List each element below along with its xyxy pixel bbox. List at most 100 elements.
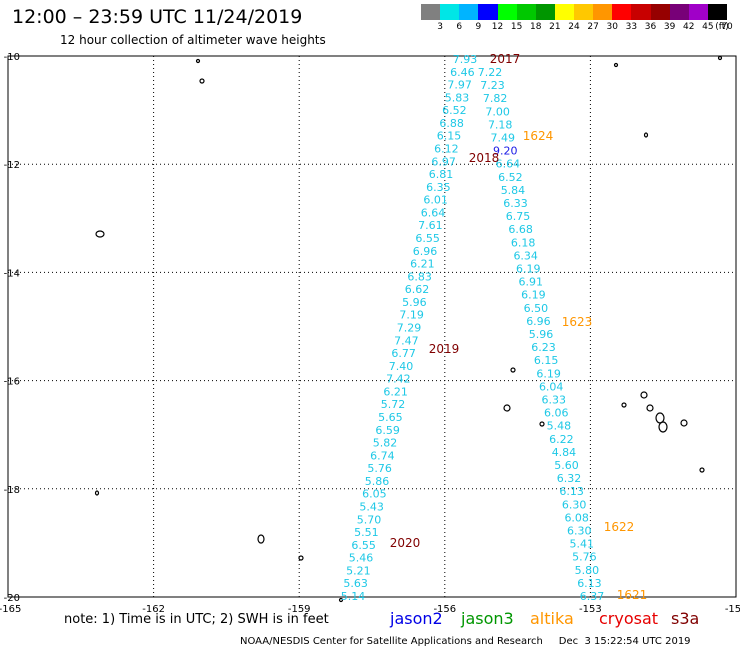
swh-value: 5.76 (572, 551, 597, 564)
legend-swatch (574, 4, 594, 20)
swh-value: 6.46 (450, 66, 475, 79)
swh-value: 6.13 (559, 485, 584, 498)
satellite-name: s3a (671, 609, 700, 628)
swh-value: 6.35 (426, 181, 451, 194)
swh-value: 6.30 (562, 498, 587, 511)
left-track-values: 7.936.467.975.836.526.886.156.126.976.81… (341, 53, 478, 603)
swh-value: 6.01 (423, 194, 448, 207)
swh-value: 6.19 (516, 263, 541, 276)
swh-value: 6.18 (511, 236, 536, 249)
swh-value: 5.63 (343, 577, 368, 590)
swh-value: 7.40 (389, 360, 414, 373)
latitude-label: -16 (4, 377, 20, 388)
swh-value: 5.84 (501, 184, 526, 197)
map-frame (7, 55, 737, 598)
swh-value: 6.32 (557, 472, 582, 485)
legend-swatch (535, 4, 555, 20)
island-outline (199, 78, 205, 84)
pass-time-label: 2018 (469, 151, 500, 165)
island-outline (195, 58, 201, 64)
swh-value: 6.52 (498, 171, 523, 184)
swh-value: 6.08 (564, 511, 589, 524)
pass-time-label: 2020 (390, 536, 421, 550)
swh-value: 5.14 (341, 590, 366, 603)
legend-label: 9 (475, 22, 482, 32)
longitude-label: -159 (288, 604, 311, 615)
island-outline (680, 419, 688, 427)
legend-label: 18 (530, 22, 542, 32)
pass-time-label: 2019 (429, 342, 460, 356)
island-outline (94, 490, 100, 496)
swh-value: 6.97 (431, 155, 456, 168)
swh-value: 6.64 (496, 158, 521, 171)
swh-value: 6.23 (531, 341, 556, 354)
legend-label: 24 (568, 22, 580, 32)
island-outline (95, 230, 105, 238)
swh-value: 6.13 (577, 577, 602, 590)
latitude-label: -10 (4, 52, 20, 63)
swh-value: 6.22 (549, 433, 574, 446)
swh-value: 6.52 (442, 104, 467, 117)
legend-label: 45 (702, 22, 714, 32)
legend-swatch (707, 4, 727, 20)
satellite-name: altika (530, 609, 574, 628)
swh-value: 5.83 (445, 91, 470, 104)
swh-value: 6.62 (405, 283, 430, 296)
legend-label: 3 (437, 22, 443, 32)
credit-line: NOAA/NESDIS Center for Satellite Applica… (240, 636, 691, 647)
longitude-label: -162 (142, 604, 165, 615)
legend-label: 6 (456, 22, 463, 32)
island-outline (658, 421, 668, 433)
legend-label: 27 (587, 22, 599, 32)
swh-value: 7.22 (478, 66, 503, 79)
swh-value: 7.82 (483, 92, 508, 105)
satellite-name: cryosat (599, 609, 659, 628)
map-tick-labels: -10 -12 -14 -16 -18 -20-165 -162 -159 -156 -153 -1… (0, 52, 740, 615)
island-outline (621, 402, 627, 408)
swh-value: 6.96 (413, 245, 438, 258)
swh-value: 6.30 (567, 525, 592, 538)
pass-time-label: 2017 (490, 52, 521, 66)
right-track-values: 7.227.237.827.007.187.499.206.646.525.84… (478, 66, 605, 603)
legend-label: 12 (491, 22, 504, 32)
legend-label: 30 (606, 22, 618, 32)
swh-value: 6.19 (536, 367, 561, 380)
swh-value: 5.70 (357, 513, 382, 526)
island-outline (539, 421, 545, 427)
swh-value: 6.75 (506, 210, 531, 223)
pass-time-label: 1624 (523, 129, 554, 143)
swh-value: 5.48 (547, 420, 572, 433)
swh-value: 6.15 (534, 354, 559, 367)
swh-value: 7.49 (491, 132, 516, 145)
satellite-name: jason3 (461, 609, 514, 628)
legend-swatch (440, 4, 460, 20)
legend-label: 36 (644, 22, 657, 32)
island-outline (298, 555, 304, 561)
footer-note: note: 1) Time is in UTC; 2) SWH is in fe… (64, 612, 329, 627)
swh-value: 6.55 (351, 539, 376, 552)
longitude-label: -156 (433, 604, 456, 615)
swh-value: 5.76 (367, 462, 392, 475)
swh-value: 7.18 (488, 118, 513, 131)
swh-value: 7.61 (418, 219, 443, 232)
swh-value: 6.59 (375, 424, 400, 437)
island-outline (338, 597, 344, 603)
swh-value: 5.96 (529, 328, 554, 341)
pass-time-label: 1621 (617, 588, 648, 602)
island-outline (640, 391, 648, 399)
legend-label: 42 (683, 22, 695, 32)
legend-swatch (631, 4, 651, 20)
swh-value: 5.86 (365, 475, 390, 488)
swh-value: 6.81 (429, 168, 454, 181)
swh-value: 5.21 (346, 564, 371, 577)
legend-label: 33 (625, 22, 638, 32)
swh-value: 5.72 (381, 398, 406, 411)
legend-label: 21 (549, 22, 561, 32)
swh-value: 6.05 (362, 488, 387, 501)
latitude-label: -18 (4, 485, 20, 496)
swh-value: 5.60 (554, 459, 579, 472)
swh-value: 6.34 (513, 249, 538, 262)
swh-value: 6.33 (503, 197, 528, 210)
swh-value: 6.04 (539, 380, 564, 393)
legend-swatch (478, 4, 498, 20)
